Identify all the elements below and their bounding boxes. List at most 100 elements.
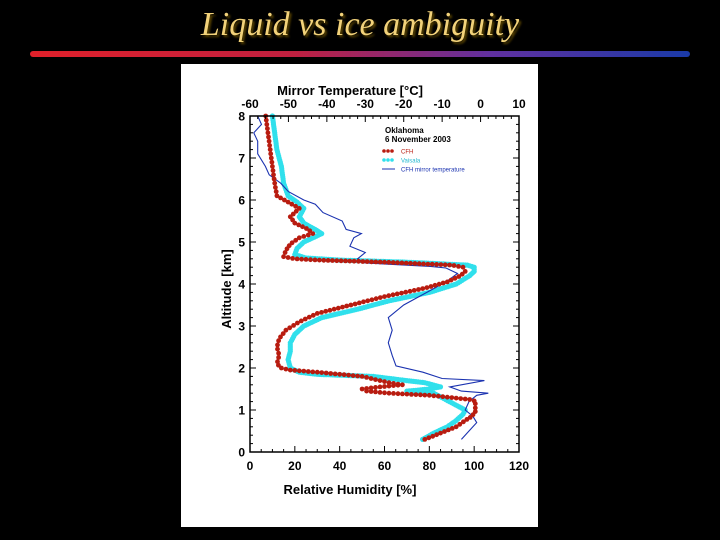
cfh-point	[416, 261, 422, 267]
cfh-point	[424, 285, 430, 290]
cfh-point	[364, 259, 370, 264]
y-tick-label: 1	[238, 404, 245, 418]
cfh-point	[298, 318, 304, 324]
plot-frame	[249, 115, 520, 453]
cfh-point	[429, 261, 435, 267]
cfh-point	[293, 208, 299, 214]
cfh-point	[386, 383, 392, 389]
cfh-point	[390, 260, 396, 265]
cfh-point	[377, 390, 383, 395]
cfh-point	[391, 391, 396, 396]
cfh-point	[273, 185, 278, 190]
cfh-point	[400, 391, 405, 397]
slide-title: Liquid vs ice ambiguity	[200, 6, 520, 43]
cfh-point	[399, 290, 404, 296]
legend-item-mirror-temperature: CFH mirror temperature	[382, 168, 465, 174]
top-axis-label: Mirror Temperature [°C]	[277, 83, 423, 98]
cfh-point	[462, 396, 468, 402]
chart-panel: 0 20 40 60 80 100 120 -60 -50 -40 -30 -20 -10 0 10 0 1…	[181, 64, 538, 527]
cfh-point	[460, 264, 466, 270]
cfh-point	[442, 262, 448, 268]
cfh-point	[407, 288, 413, 294]
cfh-point	[420, 286, 426, 291]
cfh-point	[351, 258, 357, 264]
cfh-point	[400, 382, 405, 388]
cfh-point	[386, 259, 392, 265]
cfh-point	[425, 261, 431, 267]
cfh-point	[368, 376, 374, 381]
cfh-point	[267, 147, 273, 152]
x2-tick-label: -40	[318, 97, 336, 111]
cfh-point	[377, 295, 383, 300]
cfh-point	[300, 224, 305, 230]
cfh-point	[373, 377, 378, 382]
x2-tick-label: -30	[357, 97, 375, 111]
cfh-point	[310, 231, 316, 237]
cfh-point	[442, 429, 447, 434]
cfh-point	[452, 275, 458, 281]
cfh-point	[267, 143, 272, 148]
cfh-point	[296, 235, 302, 241]
y-tick-label: 4	[238, 278, 245, 292]
cfh-point	[446, 427, 451, 433]
cfh-point	[264, 122, 270, 127]
cfh-point	[361, 299, 366, 305]
x-axis-label: Relative Humidity [%]	[284, 482, 417, 497]
cfh-point	[289, 201, 295, 207]
cfh-point	[305, 369, 311, 374]
legend-label-vaisala: Vaisala	[401, 159, 421, 165]
cfh-point	[404, 391, 410, 397]
y-tick-label: 6	[238, 194, 245, 208]
cfh-point	[426, 392, 432, 398]
x2-tick-label: -50	[280, 97, 298, 111]
cfh-point	[456, 264, 461, 269]
x2-tick-label: 10	[512, 97, 526, 111]
cfh-point	[299, 256, 304, 262]
cfh-point	[327, 307, 333, 313]
cfh-point	[263, 117, 269, 123]
cfh-point	[290, 256, 295, 261]
cfh-point	[438, 430, 443, 436]
cfh-point	[369, 259, 374, 265]
cfh-point	[296, 368, 302, 374]
cfh-point	[395, 381, 401, 387]
x-tick-label: 80	[423, 459, 437, 473]
cfh-point	[395, 260, 400, 266]
cfh-point	[368, 389, 374, 394]
rh-altitude-chart: 0 20 40 60 80 100 120 -60 -50 -40 -30 -20 -10 0 10 0 1…	[219, 83, 529, 497]
cfh-point	[306, 314, 312, 320]
cfh-point	[301, 368, 307, 374]
cfh-point	[289, 240, 295, 246]
cfh-point	[373, 389, 378, 395]
cfh-point	[382, 384, 387, 389]
cfh-point	[319, 310, 324, 315]
cfh-point	[274, 193, 280, 199]
chart-title-line-2: 6 November 2003	[385, 135, 451, 144]
cfh-point	[462, 269, 468, 274]
x-tick-label: 40	[333, 459, 347, 473]
cfh-point	[440, 280, 446, 286]
cfh-point	[287, 325, 293, 331]
cfh-point	[266, 138, 272, 144]
cfh-point	[356, 258, 361, 264]
cfh-point	[421, 261, 426, 267]
cfh-point	[355, 373, 360, 379]
cfh-point	[391, 381, 396, 386]
cfh-point	[272, 180, 278, 186]
cfh-point	[281, 254, 286, 260]
legend-item-cfh: CFH	[382, 149, 413, 156]
cfh-point	[343, 258, 348, 264]
cfh-point	[295, 320, 300, 326]
cfh-point	[471, 398, 477, 404]
cfh-point	[364, 386, 369, 391]
cfh-point	[276, 338, 281, 344]
x-tick-label: 60	[378, 459, 392, 473]
cfh-point	[461, 419, 466, 425]
y-tick-label: 7	[238, 152, 245, 166]
cfh-point	[335, 305, 341, 311]
cfh-point	[472, 409, 478, 414]
cfh-point	[283, 366, 289, 372]
bottom-axis-ticks: 0 20 40 60 80 100 120	[247, 446, 529, 473]
cfh-point	[325, 258, 331, 263]
cfh-point	[319, 370, 325, 375]
